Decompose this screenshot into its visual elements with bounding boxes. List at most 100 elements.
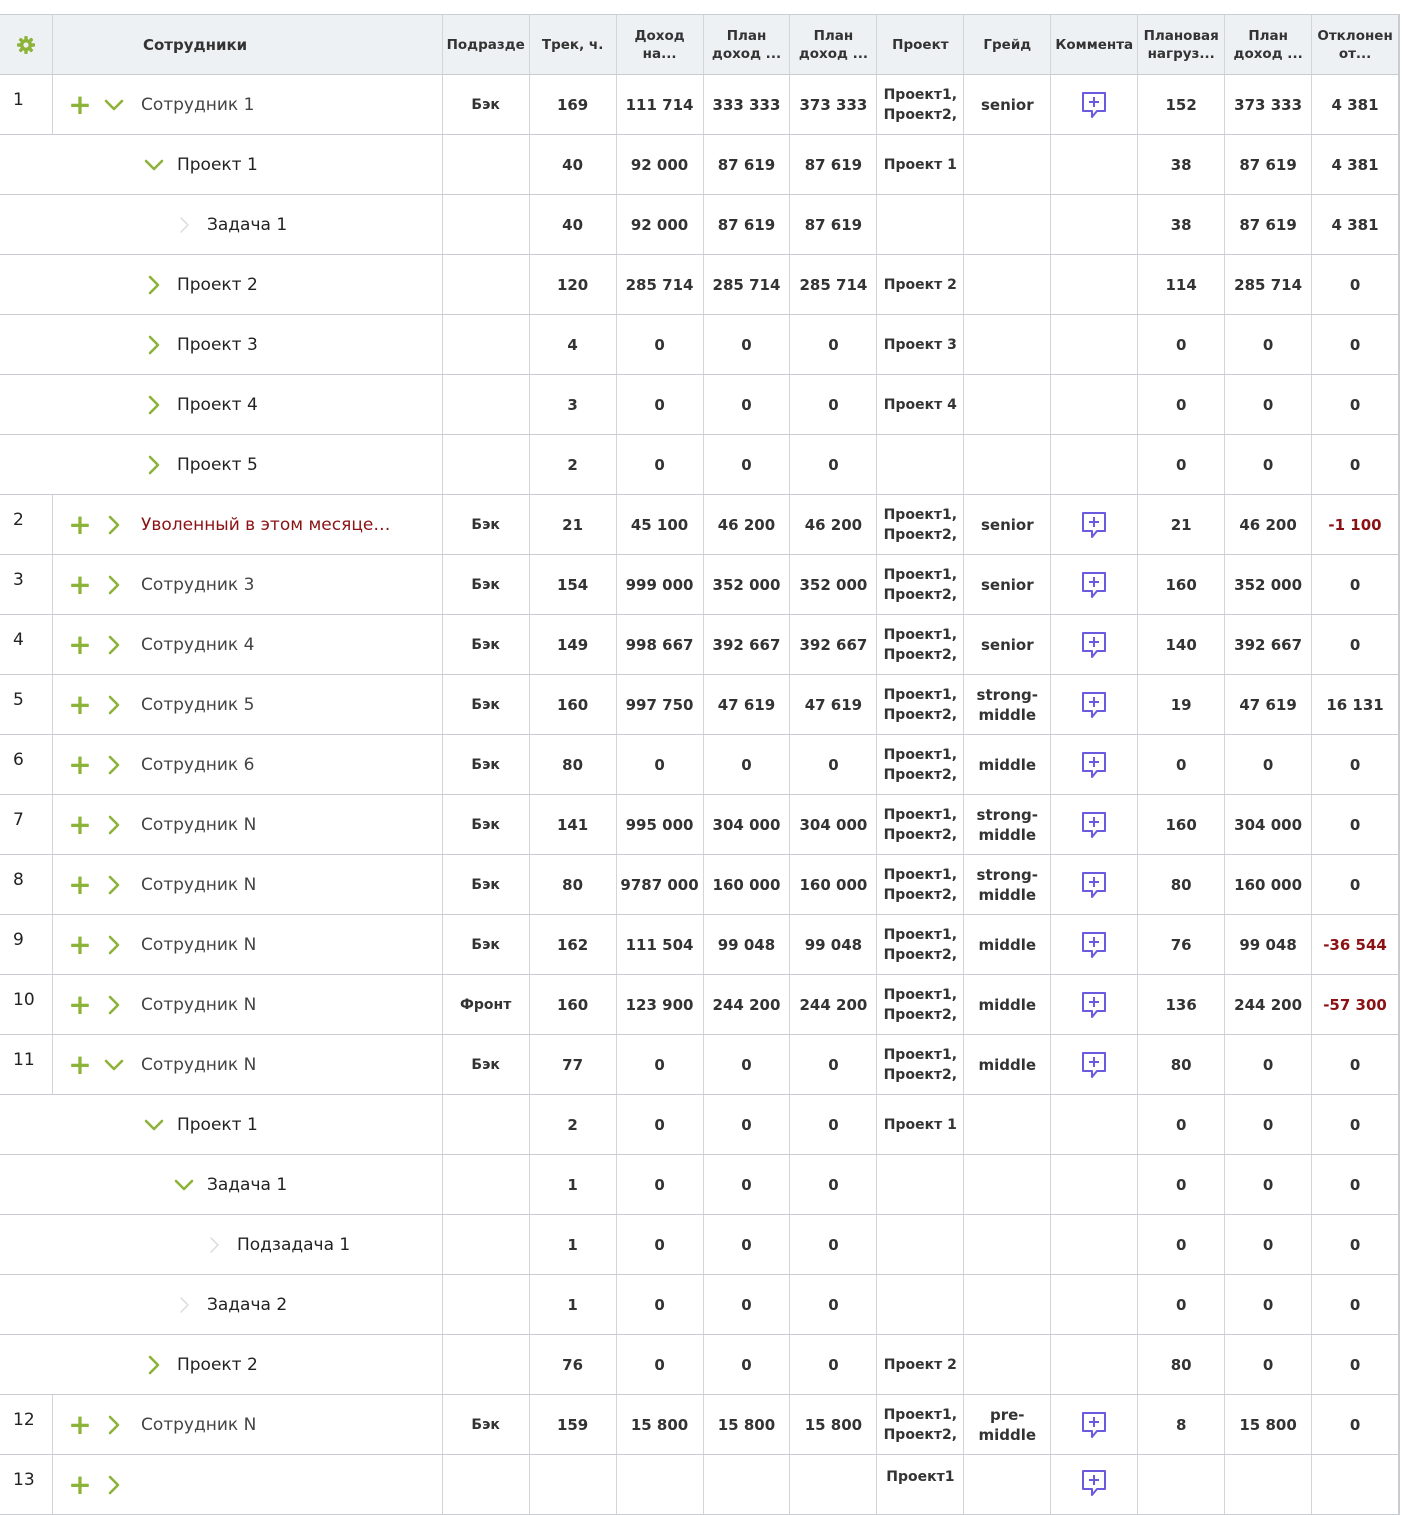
task-name[interactable]: Задача 1 bbox=[206, 214, 288, 235]
col-comment[interactable]: Коммента bbox=[1051, 15, 1139, 74]
expand-toggle[interactable] bbox=[103, 814, 125, 836]
employee-name[interactable]: Сотрудник N bbox=[140, 814, 257, 835]
comment-cell[interactable] bbox=[1051, 975, 1139, 1034]
expand-toggle[interactable] bbox=[103, 634, 125, 656]
comment-cell[interactable] bbox=[1051, 615, 1139, 674]
add-comment-button[interactable] bbox=[1081, 91, 1107, 119]
expand-toggle[interactable] bbox=[103, 754, 125, 776]
employee-name[interactable]: Сотрудник N bbox=[140, 1414, 257, 1435]
add-comment-button[interactable] bbox=[1081, 1469, 1107, 1497]
add-button[interactable]: + bbox=[68, 1407, 92, 1441]
expand-toggle[interactable] bbox=[103, 934, 125, 956]
employee-row[interactable]: 12 + Сотрудник N Бэк 159 15 800 15 800 15 800 Пр… bbox=[0, 1395, 1398, 1455]
expand-toggle[interactable] bbox=[103, 694, 125, 716]
add-comment-button[interactable] bbox=[1081, 991, 1107, 1019]
employee-name[interactable]: Сотрудник N bbox=[140, 934, 257, 955]
col-planned-load[interactable]: Плановая нагруз... bbox=[1138, 15, 1226, 74]
add-button[interactable]: + bbox=[68, 567, 92, 601]
collapse-toggle[interactable] bbox=[143, 154, 165, 176]
expand-toggle[interactable] bbox=[103, 574, 125, 596]
col-income[interactable]: Доход на... bbox=[617, 15, 704, 74]
employee-name[interactable]: Сотрудник N bbox=[140, 874, 257, 895]
col-track[interactable]: Трек, ч. bbox=[530, 15, 617, 74]
comment-cell[interactable] bbox=[1051, 855, 1139, 914]
col-department[interactable]: Подразде bbox=[443, 15, 530, 74]
add-comment-button[interactable] bbox=[1081, 571, 1107, 599]
add-comment-button[interactable] bbox=[1081, 1051, 1107, 1079]
add-button[interactable]: + bbox=[68, 87, 92, 121]
add-comment-button[interactable] bbox=[1081, 871, 1107, 899]
add-comment-button[interactable] bbox=[1081, 691, 1107, 719]
task-name[interactable]: Задача 1 bbox=[206, 1174, 288, 1195]
subitem-row[interactable]: Проект 2 120 285 714 285 714 285 714 Проект 2… bbox=[0, 255, 1398, 315]
task-name[interactable]: Подзадача 1 bbox=[236, 1234, 351, 1255]
comment-cell[interactable] bbox=[1051, 915, 1139, 974]
collapse-toggle[interactable] bbox=[143, 1114, 165, 1136]
comment-cell[interactable] bbox=[1051, 495, 1139, 554]
project-name[interactable]: Проект 4 bbox=[176, 394, 258, 415]
comment-cell[interactable] bbox=[1051, 75, 1139, 134]
employee-row[interactable]: 2 + Уволенный в этом месяце… Бэк 21 45 100 46 … bbox=[0, 495, 1398, 555]
add-comment-button[interactable] bbox=[1081, 1411, 1107, 1439]
employee-name[interactable]: Сотрудник 5 bbox=[140, 694, 255, 715]
employee-row[interactable]: 11 + Сотрудник N Бэк 77 0 0 0 Проект1, Проект2, m… bbox=[0, 1035, 1398, 1095]
expand-toggle[interactable] bbox=[103, 874, 125, 896]
project-name[interactable]: Проект 1 bbox=[176, 1114, 258, 1135]
employee-row[interactable]: 8 + Сотрудник N Бэк 80 9787 000 160 000 160 000… bbox=[0, 855, 1398, 915]
collapse-toggle[interactable] bbox=[103, 94, 125, 116]
comment-cell[interactable] bbox=[1051, 735, 1139, 794]
collapse-toggle[interactable] bbox=[173, 1174, 195, 1196]
subitem-row[interactable]: Проект 1 40 92 000 87 619 87 619 Проект 1 38 87… bbox=[0, 135, 1398, 195]
subitem-row[interactable]: Проект 2 76 0 0 0 Проект 2 80 0 0 bbox=[0, 1335, 1398, 1395]
add-comment-button[interactable] bbox=[1081, 931, 1107, 959]
comment-cell[interactable] bbox=[1051, 1455, 1139, 1514]
add-button[interactable]: + bbox=[68, 927, 92, 961]
add-button[interactable]: + bbox=[68, 687, 92, 721]
employee-name[interactable]: Уволенный в этом месяце… bbox=[140, 514, 391, 535]
employee-row[interactable]: 10 + Сотрудник N Фронт 160 123 900 244 200 244 … bbox=[0, 975, 1398, 1035]
expand-toggle[interactable] bbox=[143, 274, 165, 296]
project-name[interactable]: Проект 3 bbox=[176, 334, 258, 355]
add-comment-button[interactable] bbox=[1081, 511, 1107, 539]
employee-row[interactable]: 4 + Сотрудник 4 Бэк 149 998 667 392 667 392 667… bbox=[0, 615, 1398, 675]
employee-name[interactable]: Сотрудник 4 bbox=[140, 634, 255, 655]
add-button[interactable]: + bbox=[68, 807, 92, 841]
col-employees[interactable]: Сотрудники bbox=[53, 15, 443, 74]
add-comment-button[interactable] bbox=[1081, 811, 1107, 839]
employee-name[interactable]: Сотрудник N bbox=[140, 994, 257, 1015]
subitem-row[interactable]: Задача 1 40 92 000 87 619 87 619 38 87 619 4 38… bbox=[0, 195, 1398, 255]
col-plan-income-1[interactable]: План доход ... bbox=[704, 15, 791, 74]
employee-name[interactable]: Сотрудник 1 bbox=[140, 94, 255, 115]
add-button[interactable]: + bbox=[68, 627, 92, 661]
expand-toggle[interactable] bbox=[103, 514, 125, 536]
employee-row[interactable]: 5 + Сотрудник 5 Бэк 160 997 750 47 619 47 619 Пр… bbox=[0, 675, 1398, 735]
col-deviation[interactable]: Отклонен от... bbox=[1317, 27, 1393, 62]
project-name[interactable]: Проект 1 bbox=[176, 154, 258, 175]
col-grade[interactable]: Грейд bbox=[964, 15, 1052, 74]
add-button[interactable]: + bbox=[68, 987, 92, 1021]
project-name[interactable]: Проект 2 bbox=[176, 1354, 258, 1375]
expand-toggle[interactable] bbox=[103, 1474, 125, 1496]
add-comment-button[interactable] bbox=[1081, 631, 1107, 659]
employee-row[interactable]: 13 + Проект1 bbox=[0, 1455, 1398, 1515]
collapse-toggle[interactable] bbox=[103, 1054, 125, 1076]
project-name[interactable]: Проект 2 bbox=[176, 274, 258, 295]
expand-toggle[interactable] bbox=[143, 394, 165, 416]
comment-cell[interactable] bbox=[1051, 555, 1139, 614]
add-button[interactable]: + bbox=[68, 507, 92, 541]
comment-cell[interactable] bbox=[1051, 1035, 1139, 1094]
add-comment-button[interactable] bbox=[1081, 751, 1107, 779]
comment-cell[interactable] bbox=[1051, 795, 1139, 854]
add-button[interactable]: + bbox=[68, 1047, 92, 1081]
add-button[interactable]: + bbox=[68, 867, 92, 901]
employee-row[interactable]: 3 + Сотрудник 3 Бэк 154 999 000 352 000 352 000… bbox=[0, 555, 1398, 615]
employee-row[interactable]: 1 + Сотрудник 1 Бэк 169 111 714 333 333 373 333… bbox=[0, 75, 1398, 135]
employee-name[interactable]: Сотрудник 6 bbox=[140, 754, 255, 775]
add-button[interactable]: + bbox=[68, 747, 92, 781]
comment-cell[interactable] bbox=[1051, 675, 1139, 734]
task-name[interactable]: Задача 2 bbox=[206, 1294, 288, 1315]
expand-toggle[interactable] bbox=[103, 1414, 125, 1436]
